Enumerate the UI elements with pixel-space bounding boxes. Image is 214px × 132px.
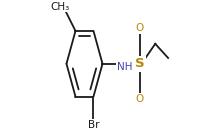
Text: O: O (136, 94, 144, 104)
Text: NH: NH (117, 62, 132, 72)
Text: O: O (136, 23, 144, 33)
Text: Br: Br (88, 120, 99, 130)
Text: CH₃: CH₃ (51, 1, 70, 11)
Text: S: S (135, 57, 145, 70)
